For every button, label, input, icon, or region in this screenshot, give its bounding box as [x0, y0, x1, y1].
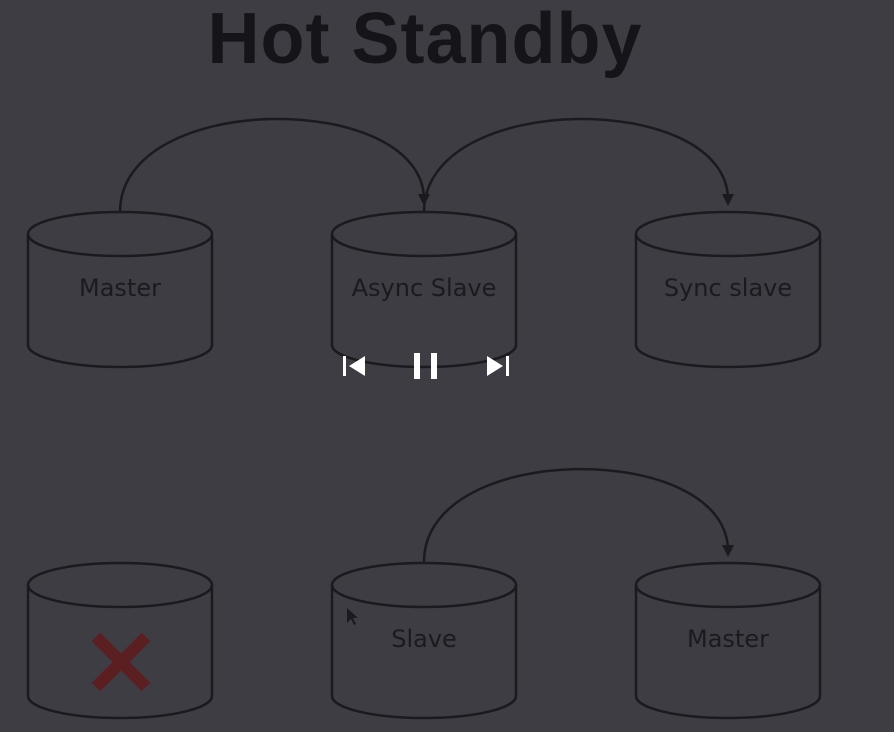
- pause-icon[interactable]: [411, 352, 441, 380]
- arrow-async-to-sync: [422, 117, 734, 213]
- mouse-cursor-icon: [347, 608, 358, 625]
- db-label: Master: [79, 274, 161, 302]
- db-master-top: Master: [26, 210, 214, 369]
- slide-title: Hot Standby: [207, 0, 643, 79]
- media-controls: [336, 346, 516, 386]
- arrow-slave-to-master: [422, 467, 734, 563]
- failed-x-icon: [91, 632, 151, 692]
- skip-back-icon[interactable]: [340, 352, 370, 380]
- db-slave-bottom: Slave: [330, 561, 518, 720]
- db-sync-slave: Sync slave: [634, 210, 822, 369]
- db-label: Slave: [391, 625, 457, 653]
- arrow-master-to-async: [118, 117, 430, 213]
- db-async-slave: Async Slave: [330, 210, 518, 369]
- db-failed-master: [26, 561, 214, 720]
- db-label: Async Slave: [352, 274, 497, 302]
- db-master-bottom: Master: [634, 561, 822, 720]
- db-label: Sync slave: [664, 274, 792, 302]
- db-label: Master: [687, 625, 769, 653]
- skip-forward-icon[interactable]: [482, 352, 512, 380]
